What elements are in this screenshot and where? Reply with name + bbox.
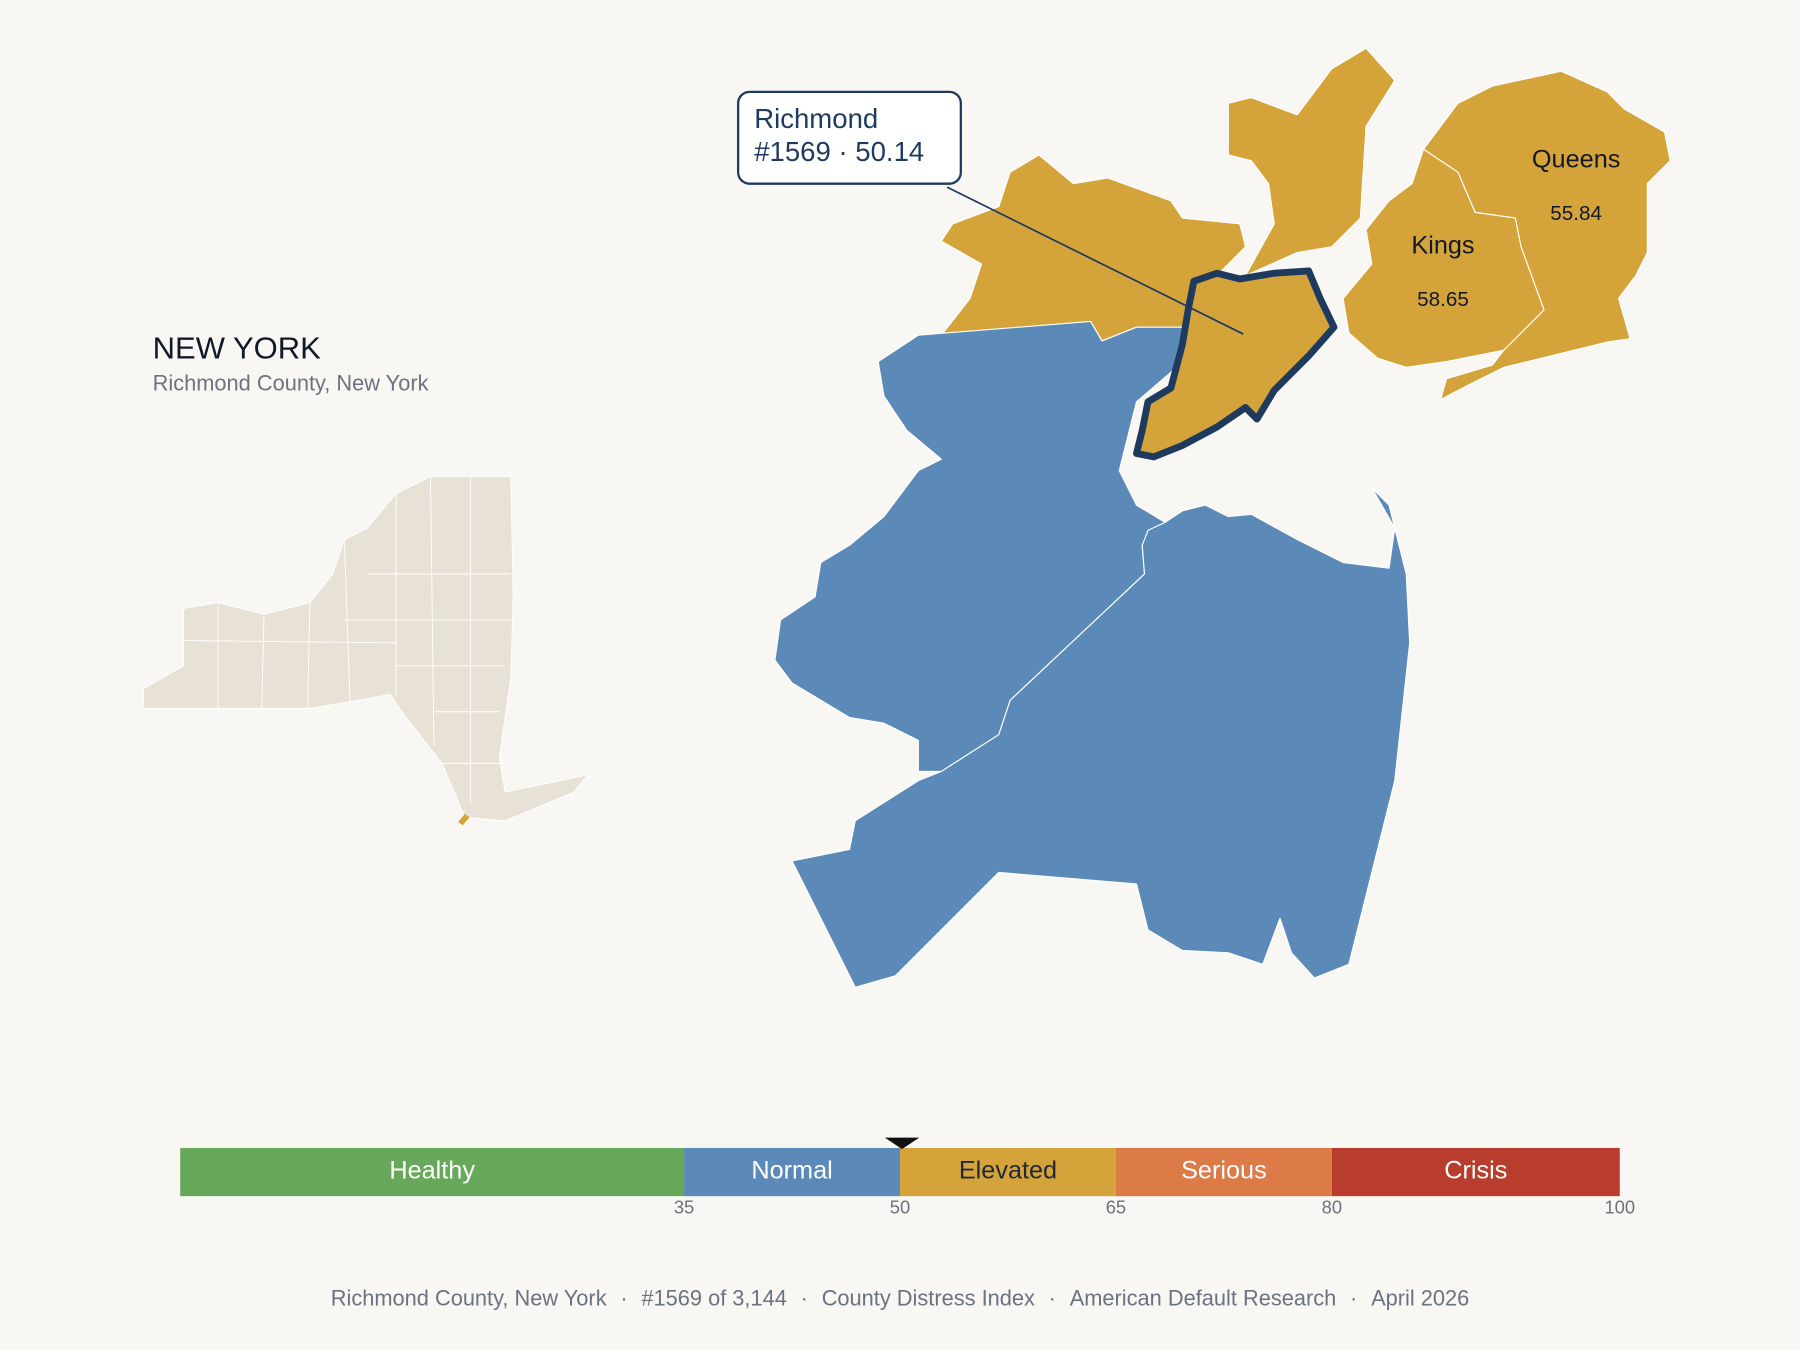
highlight-county: [458, 813, 470, 826]
county-labels: Queens 55.84 Kings 58.65: [1411, 145, 1620, 311]
scale-band: [900, 1147, 1116, 1197]
scale-band: [1331, 1147, 1620, 1197]
callout-box: [736, 90, 962, 185]
tick-label: 50: [890, 1197, 910, 1218]
scale-band: [180, 1147, 685, 1197]
main-map: [774, 47, 1671, 988]
band-label: Serious: [1181, 1157, 1267, 1185]
state-shape: [143, 475, 589, 822]
county-score: 58.65: [1417, 288, 1469, 311]
county-name: Kings: [1411, 231, 1474, 259]
state-title: NEW YORK: [153, 330, 321, 365]
county-lines: [183, 476, 511, 804]
county-kings: [1342, 148, 1545, 368]
county-name: Queens: [1532, 145, 1620, 173]
scale-band: [1115, 1147, 1332, 1197]
footer-separator: ·: [1049, 1285, 1056, 1310]
footer-separator: ·: [1350, 1285, 1357, 1310]
callout-detail: #1569 · 50.14: [754, 136, 924, 167]
footer-item: #1569 of 3,144: [641, 1285, 786, 1310]
footer: Richmond County, New York · #1569 of 3,144…: [331, 1285, 1469, 1310]
county: [1227, 47, 1396, 277]
tick-label: 35: [674, 1197, 694, 1218]
footer-item: County Distress Index: [822, 1285, 1035, 1310]
callout-leader: [946, 186, 1244, 335]
distress-scale: Healthy 35 Normal 50 Elevated 65 Serious 80 Cris…: [180, 1137, 1635, 1218]
scale-band: [684, 1147, 900, 1197]
score-marker: [884, 1137, 920, 1150]
county-score: 55.84: [1550, 202, 1602, 225]
tick-label: 65: [1106, 1197, 1126, 1218]
band-label: Crisis: [1444, 1157, 1507, 1185]
footer-separator: ·: [620, 1285, 627, 1310]
state-inset: [143, 475, 589, 826]
footer-item: Richmond County, New York: [331, 1285, 607, 1310]
footer-separator: ·: [801, 1285, 808, 1310]
band-label: Elevated: [959, 1157, 1057, 1185]
county: [791, 487, 1411, 988]
county-richmond: [1133, 267, 1338, 461]
band-label: Normal: [751, 1157, 832, 1185]
band-label: Healthy: [389, 1157, 475, 1185]
footer-item: American Default Research: [1070, 1285, 1337, 1310]
state-subtitle: Richmond County, New York: [153, 370, 429, 395]
tick-label: 100: [1604, 1197, 1635, 1218]
tick-label: 80: [1322, 1197, 1342, 1218]
footer-item: April 2026: [1371, 1285, 1469, 1310]
callout-name: Richmond: [754, 103, 878, 134]
